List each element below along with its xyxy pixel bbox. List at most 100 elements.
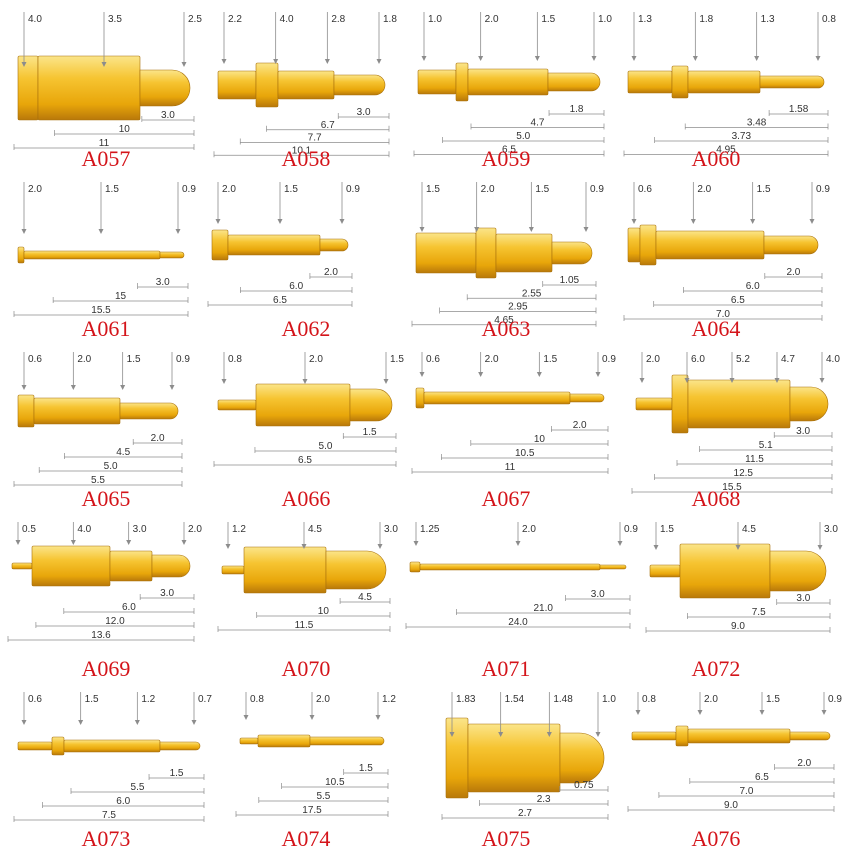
bottom-dimension-label: 11.5 [295, 620, 314, 631]
pin-tip [309, 736, 385, 746]
bottom-dimension-label: 3.73 [732, 131, 752, 142]
product-code: A075 [481, 826, 531, 850]
pin-body-segment [687, 728, 791, 744]
top-dimension-label: 1.5 [541, 14, 555, 25]
bottom-dimension-label: 2.0 [151, 433, 165, 444]
product-code: A069 [81, 656, 131, 681]
product-code: A059 [481, 146, 531, 171]
bottom-dimension-label: 6.5 [502, 145, 516, 156]
top-dimension-label: 2.0 [188, 524, 202, 535]
bottom-dimension-label: 5.0 [104, 461, 118, 472]
bottom-dimension-label: 6.5 [731, 295, 745, 306]
pin-tip [789, 731, 831, 741]
top-dimension-label: 3.0 [133, 524, 147, 535]
pin-tip [325, 550, 387, 590]
bottom-dimension-label: 17.5 [302, 805, 322, 816]
pin-tip [159, 251, 185, 259]
top-dimension-label: 1.5 [426, 184, 440, 195]
top-dimension-label: 1.0 [598, 14, 612, 25]
top-dimension-label: 4.5 [308, 524, 322, 535]
pin-tip [559, 732, 605, 784]
bottom-dimension-label: 6.0 [746, 281, 760, 292]
bottom-dimension-label: 1.5 [170, 768, 184, 779]
bottom-dimension-label: 21.0 [533, 603, 553, 614]
bottom-dimension-label: 7.7 [308, 133, 322, 144]
top-dimension-label: 6.0 [691, 354, 705, 365]
top-dimension-label: 0.9 [816, 184, 830, 195]
bottom-dimension-label: 4.7 [531, 118, 545, 129]
bottom-dimension-label: 4.5 [116, 447, 130, 458]
bottom-dimension-label: 10 [119, 124, 131, 135]
pin-body-segment [631, 731, 677, 741]
product-code: A060 [691, 146, 741, 171]
top-dimension-label: 1.5 [127, 354, 141, 365]
bottom-dimension-label: 2.0 [324, 267, 338, 278]
top-dimension-label: 4.0 [77, 524, 91, 535]
top-dimension-label: 1.5 [85, 694, 99, 705]
bottom-dimension-label: 2.55 [522, 288, 542, 299]
top-dimension-label: 2.0 [309, 354, 323, 365]
top-dimension-label: 1.8 [699, 14, 713, 25]
bottom-dimension-label: 2.7 [518, 808, 532, 819]
pin-tip [759, 75, 825, 89]
top-dimension-label: 4.0 [280, 14, 294, 25]
bottom-dimension-label: 6.0 [116, 796, 130, 807]
top-dimension-label: 1.3 [761, 14, 775, 25]
bottom-dimension-label: 4.95 [716, 145, 736, 156]
top-dimension-label: 0.6 [28, 694, 42, 705]
top-dimension-label: 1.5 [535, 184, 549, 195]
top-dimension-label: 0.7 [198, 694, 212, 705]
bottom-dimension-label: 7.0 [739, 786, 753, 797]
top-dimension-label: 4.0 [28, 14, 42, 25]
bottom-dimension-label: 5.0 [319, 441, 333, 452]
bottom-dimension-label: 4.5 [358, 592, 372, 603]
top-dimension-label: 4.0 [826, 354, 840, 365]
bottom-dimension-label: 15 [115, 291, 127, 302]
pin-tip [139, 69, 191, 107]
top-dimension-label: 0.6 [426, 354, 440, 365]
bottom-dimension-label: 2.0 [786, 267, 800, 278]
product-code: A076 [691, 826, 741, 850]
top-dimension-label: 1.3 [638, 14, 652, 25]
pin-tip [769, 550, 827, 592]
top-dimension-label: 2.0 [316, 694, 330, 705]
top-dimension-label: 1.5 [660, 524, 674, 535]
product-code: A058 [281, 146, 331, 171]
top-dimension-label: 0.6 [28, 354, 42, 365]
top-dimension-label: 2.0 [485, 354, 499, 365]
product-code: A073 [81, 826, 131, 850]
pin-tip [789, 386, 829, 422]
product-code: A066 [281, 486, 331, 511]
product-code: A072 [691, 656, 741, 681]
top-dimension-label: 1.83 [456, 694, 476, 705]
top-dimension-label: 1.8 [383, 14, 397, 25]
top-dimension-label: 0.9 [182, 184, 196, 195]
top-dimension-label: 1.48 [553, 694, 573, 705]
bottom-dimension-label: 1.5 [363, 427, 377, 438]
bottom-dimension-label: 9.0 [731, 621, 745, 632]
product-code: A057 [81, 146, 131, 171]
bottom-dimension-label: 0.75 [574, 780, 594, 791]
